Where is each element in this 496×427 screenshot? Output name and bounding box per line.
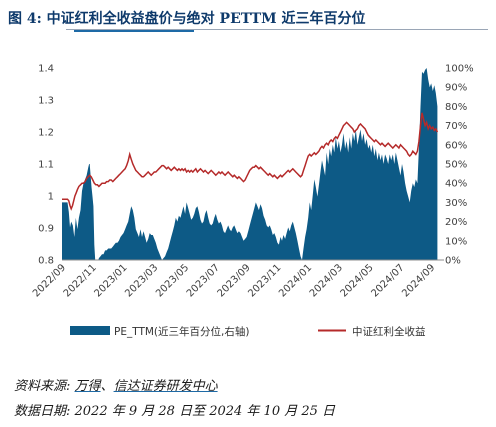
y-right-tick-label: 10% [445, 236, 467, 247]
source-wind: 万得 [74, 379, 101, 394]
source-separator: 、 [100, 379, 114, 394]
date-note: 数据日期: 2022 年 9 月 28 日至 2024 年 10 月 25 日 [14, 404, 336, 419]
source-cinda: 信达证券研发中心 [113, 379, 218, 394]
y-right-tick-label: 30% [445, 198, 467, 209]
pe-ttm-area [62, 68, 438, 260]
figure-title-text: 中证红利全收益盘价与绝对 PETTM 近三年百分位 [46, 11, 366, 27]
legend-label-pe: PE_TTM(近三年百分位,右轴) [114, 325, 249, 338]
legend-label-index: 中证红利全收益 [352, 325, 426, 338]
legend-swatch-pe [70, 326, 110, 335]
legend: PE_TTM(近三年百分位,右轴) 中证红利全收益 [70, 325, 426, 338]
y-right-tick-label: 80% [445, 102, 467, 113]
title-underline [74, 30, 194, 32]
y-left-tick-label: 0.8 [38, 256, 54, 267]
left-axis: 0.8 0.9 1 1.1 1.2 1.3 1.4 [38, 64, 54, 267]
figure-label: 图 4: [8, 11, 42, 27]
y-right-tick-label: 100% [445, 64, 474, 75]
y-right-tick-label: 0% [445, 256, 461, 267]
source-prefix: 资料来源: [14, 379, 71, 394]
y-left-tick-label: 1.2 [38, 128, 54, 139]
y-right-tick-label: 20% [445, 217, 467, 228]
y-right-tick-label: 50% [445, 160, 467, 171]
title-rule [66, 29, 488, 30]
y-left-tick-label: 1.3 [38, 96, 54, 107]
y-right-tick-label: 90% [445, 83, 467, 94]
y-left-tick-label: 1.1 [38, 160, 54, 171]
right-axis: 0% 10% 20% 30% 40% 50% 60% 70% 80% 90% 100% [445, 64, 474, 267]
chart: 0.8 0.9 1 1.1 1.2 1.3 1.4 0% 10% 20% 30% 40% 50% 60%… [31, 64, 474, 339]
x-tick-label: 2024/09 [400, 262, 437, 299]
y-left-tick-label: 0.9 [38, 224, 54, 235]
plot-area [62, 68, 444, 261]
y-right-tick-label: 70% [445, 121, 467, 132]
index-line [62, 112, 439, 211]
source-note: 资料来源: 万得、信达证券研发中心 [14, 375, 218, 394]
y-left-tick-label: 1.4 [38, 64, 54, 75]
y-left-tick-label: 1 [48, 192, 54, 203]
figure-title: 图 4: 中证红利全收益盘价与绝对 PETTM 近三年百分位 [8, 8, 488, 32]
y-right-tick-label: 40% [445, 179, 467, 190]
y-right-tick-label: 60% [445, 140, 467, 151]
x-axis: 2022/092022/112023/012023/032023/052023/… [31, 262, 437, 299]
